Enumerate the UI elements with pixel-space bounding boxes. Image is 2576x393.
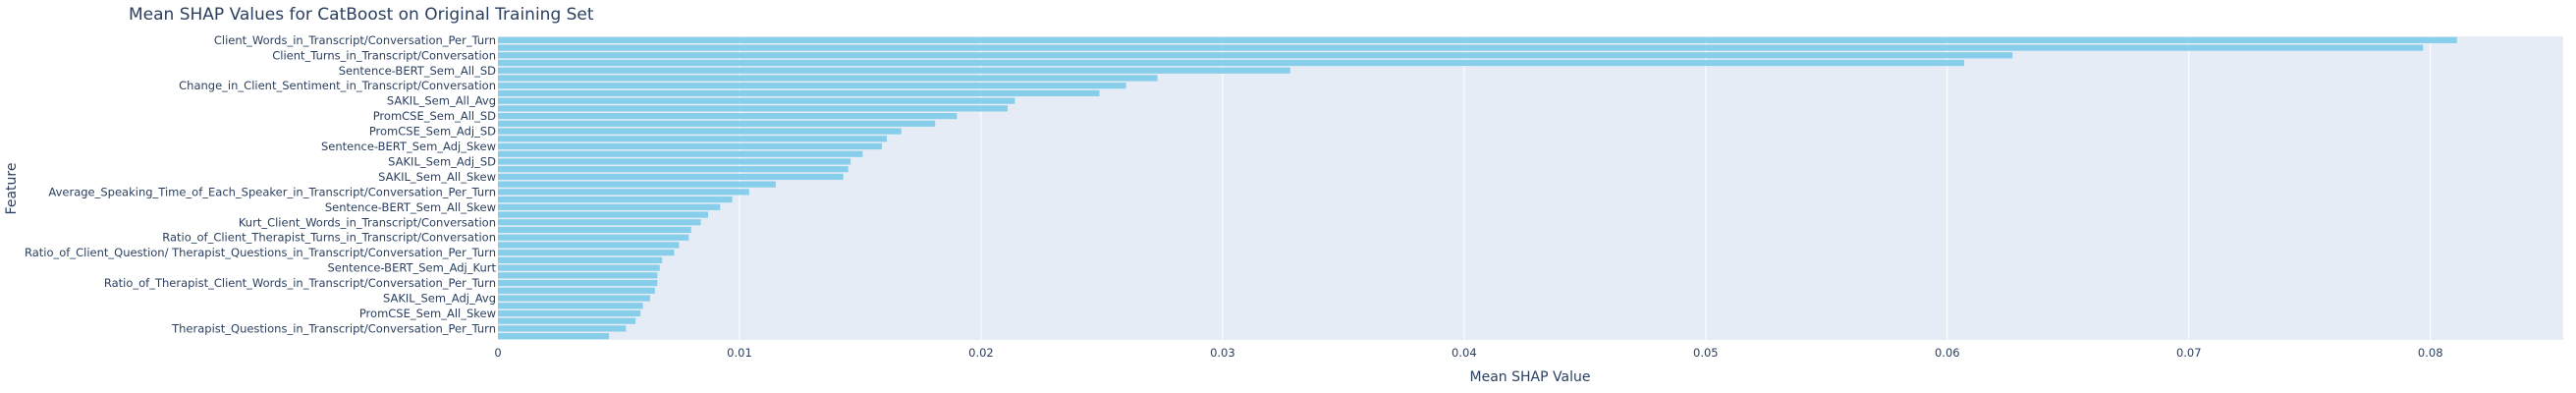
bar [498,120,936,127]
y-tick-label: Sentence-BERT_Sem_Adj_Skew [321,140,496,153]
bar [498,287,655,294]
bar [498,279,658,287]
bars [498,36,2457,340]
bar [498,317,636,324]
x-axis-title: Mean SHAP Value [1470,369,1591,385]
bar [498,196,733,203]
y-tick-label: SAKIL_Sem_Adj_Avg [383,292,496,306]
bar [498,181,776,188]
bar [498,250,675,256]
y-tick-label: Sentence-BERT_Sem_Adj_Kurt [328,261,497,275]
y-tick-label: Sentence-BERT_Sem_All_SD [339,64,496,78]
bar [498,264,660,271]
bar [498,44,2424,51]
bar [498,136,888,142]
x-tick-label: 0 [494,346,501,360]
y-tick-label: PromCSE_Sem_All_Skew [359,307,496,320]
bar [498,309,641,317]
y-tick-label: Ratio_of_Client_Question/ Therapist_Ques… [25,246,496,259]
chart-title: Mean SHAP Values for CatBoost on Origina… [129,5,594,25]
y-tick-label: Ratio_of_Therapist_Client_Words_in_Trans… [104,276,496,290]
bar [498,173,844,181]
bar [498,97,1015,104]
bar [498,67,1290,74]
y-tick-label: Sentence-BERT_Sem_All_Skew [325,200,496,214]
bar [498,219,701,226]
y-axis-title: Feature [4,163,20,215]
bar [498,89,1100,97]
x-tick-label: 0.05 [1693,346,1719,360]
bar [498,150,863,157]
bar [498,189,749,196]
y-tick-label: Client_Turns_in_Transcript/Conversation [272,48,496,62]
bar [498,303,643,309]
y-tick-label: SAKIL_Sem_All_Avg [387,94,496,108]
y-tick-label: Average_Speaking_Time_of_Each_Speaker_in… [48,185,496,198]
y-tick-label: Kurt_Client_Words_in_Transcript/Conversa… [239,215,496,229]
y-tick-label: Therapist_Questions_in_Transcript/Conver… [171,321,496,335]
x-tick-label: 0.02 [968,346,994,360]
y-tick-label: Change_in_Client_Sentiment_in_Transcript… [179,79,496,92]
y-tick-label: SAKIL_Sem_Adj_SD [388,154,496,168]
y-tick-label: PromCSE_Sem_Adj_SD [369,125,496,139]
x-tick-label: 0.07 [2176,346,2202,360]
bar [498,158,851,165]
bar [498,272,658,279]
bar [498,234,689,241]
x-tick-label: 0.01 [727,346,752,360]
y-tick-label: SAKIL_Sem_All_Skew [378,170,496,184]
x-tick-label: 0.06 [1935,346,1960,360]
y-tick-label: Ratio_of_Client_Therapist_Turns_in_Trans… [162,231,496,245]
plot-area [498,36,2563,340]
bar [498,295,650,302]
bar [498,59,1965,67]
bar [498,105,1008,112]
bar [498,242,680,249]
bar [498,203,721,210]
bar [498,128,902,135]
bar [498,333,610,340]
y-tick-label: PromCSE_Sem_All_SD [373,109,496,123]
bar [498,166,849,173]
bar [498,256,663,263]
bar [498,142,883,150]
y-tick-labels: Client_Words_in_Transcript/Conversation_… [25,33,496,336]
x-tick-label: 0.03 [1210,346,1235,360]
bar [498,36,2457,43]
bar [498,211,708,218]
bar [498,52,2013,59]
x-tick-labels: 0 0.01 0.02 0.03 0.04 0.05 0.06 0.07 0.08 [494,346,2442,360]
bar [498,75,1158,82]
x-tick-label: 0.08 [2418,346,2443,360]
bar [498,113,958,120]
bar [498,325,627,332]
bar [498,83,1126,89]
bar [498,226,691,234]
y-tick-label: Client_Words_in_Transcript/Conversation_… [214,33,496,47]
x-tick-label: 0.04 [1452,346,1477,360]
